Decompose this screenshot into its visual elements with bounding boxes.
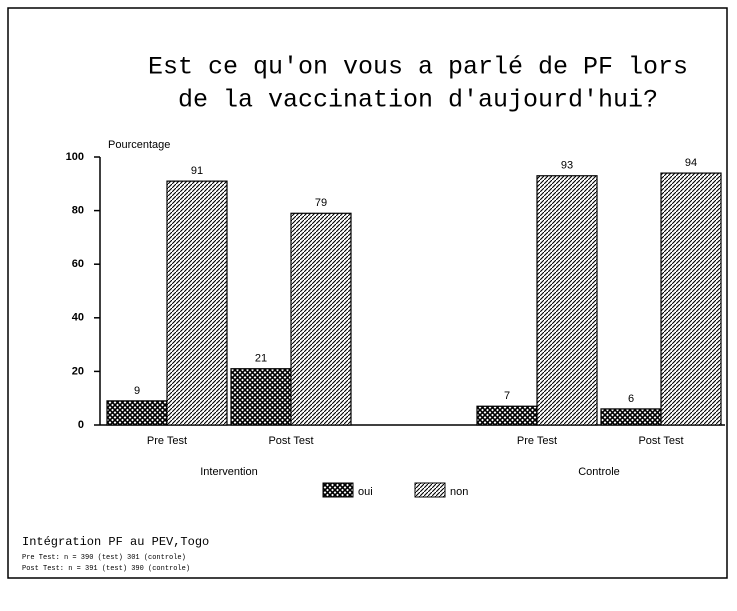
data-label: 9 — [134, 385, 140, 397]
bar — [166, 180, 228, 426]
legend-swatch — [322, 482, 354, 498]
y-tick-label: 60 — [72, 258, 84, 270]
bar — [106, 400, 168, 426]
legend-swatch — [414, 482, 446, 498]
note: Pre Test: n = 390 (test) 301 (controle) — [22, 554, 186, 562]
legend-label: oui — [358, 486, 373, 498]
x-tick-label: Pre Test — [147, 435, 187, 447]
data-label: 6 — [628, 393, 634, 405]
bar — [536, 175, 598, 426]
x-tick-label: Post Test — [638, 435, 683, 447]
data-label: 93 — [561, 160, 573, 172]
y-tick-label: 20 — [72, 365, 84, 377]
legend-label: non — [450, 486, 468, 498]
x-tick-label: Post Test — [268, 435, 313, 447]
data-label: 21 — [255, 353, 267, 365]
bar — [600, 408, 662, 426]
y-axis-label: Pourcentage — [108, 139, 170, 151]
y-tick-label: 80 — [72, 205, 84, 217]
group-label: Controle — [578, 466, 620, 478]
note: Intégration PF au PEV,Togo — [22, 535, 209, 549]
x-tick-label: Pre Test — [517, 435, 557, 447]
bar — [476, 405, 538, 426]
data-label: 94 — [685, 157, 697, 169]
data-label: 91 — [191, 165, 203, 177]
group-label: Intervention — [200, 466, 257, 478]
data-label: 79 — [315, 197, 327, 209]
chart-title: de la vaccination d'aujourd'hui? — [178, 86, 658, 115]
bar — [660, 172, 722, 426]
frame — [7, 7, 728, 579]
y-tick-label: 100 — [66, 151, 84, 163]
y-tick-label: 0 — [78, 419, 84, 431]
data-label: 7 — [504, 390, 510, 402]
bar — [230, 368, 292, 426]
chart-title: Est ce qu'on vous a parlé de PF lors — [148, 53, 688, 82]
bar — [290, 212, 352, 426]
y-tick-label: 40 — [72, 312, 84, 324]
note: Post Test: n = 391 (test) 390 (controle) — [22, 565, 190, 573]
